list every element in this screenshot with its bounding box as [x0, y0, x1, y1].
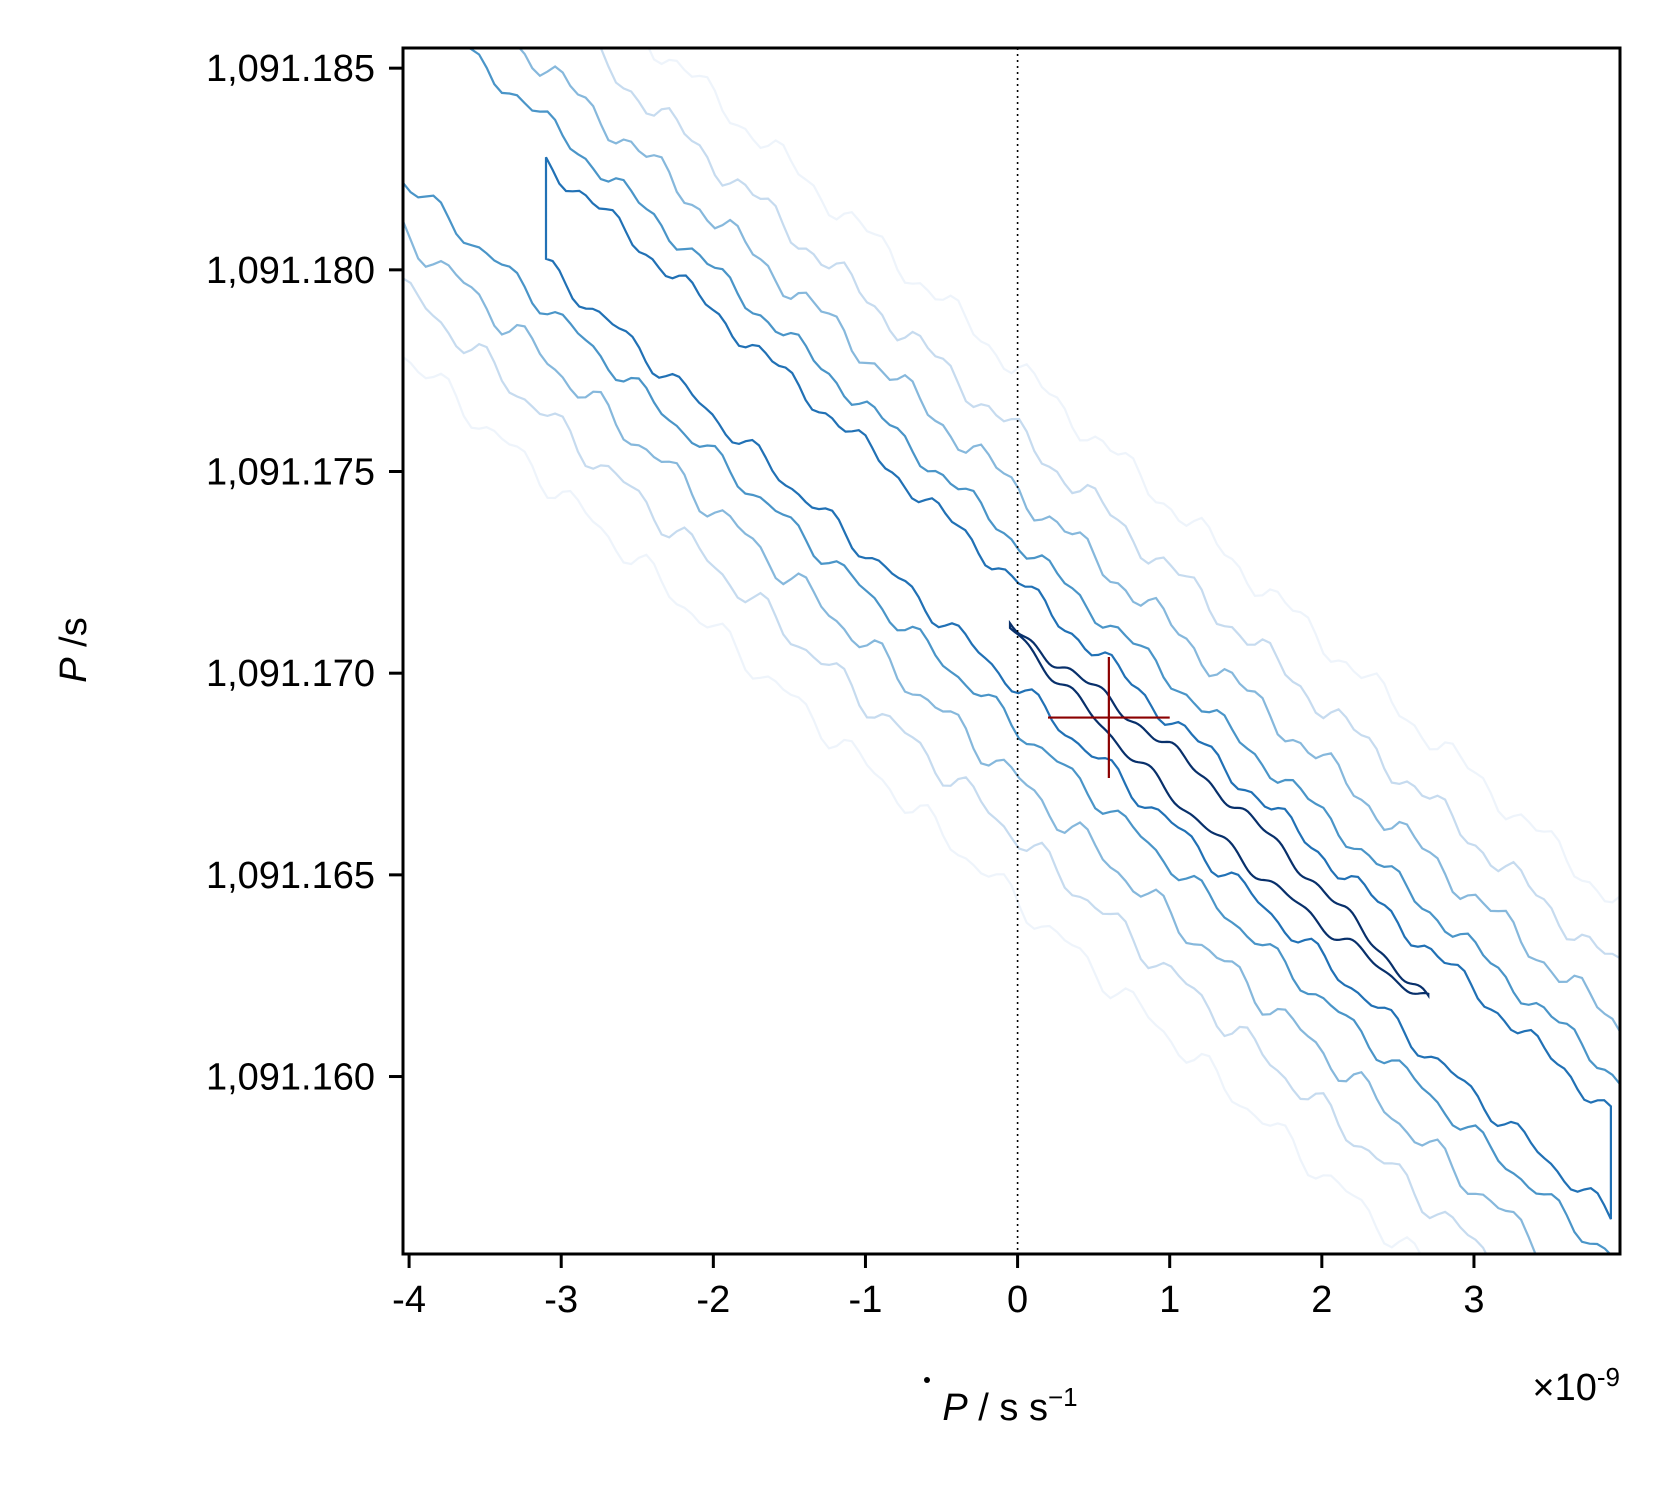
- y-axis-ticks: 1,091.160 1,091.165 1,091.170 1,091.175 1,09…: [206, 48, 403, 1099]
- y-tick-label: 1,091.175: [206, 452, 375, 494]
- contour-level-4: [403, 48, 1620, 1254]
- x-tick-label: 2: [1311, 1279, 1332, 1321]
- contour-level-2: [403, 48, 1620, 1254]
- x-axis-label-text: / s s: [968, 1387, 1048, 1429]
- y-axis-label-symbol: P: [53, 657, 95, 683]
- y-axis-label: P /s: [53, 617, 95, 682]
- x-tick-label: -4: [392, 1279, 426, 1321]
- contour-level-5: [544, 156, 1612, 1220]
- plot-frame: [401, 46, 1622, 1256]
- x-tick-label: 0: [1007, 1279, 1028, 1321]
- x-tick-label: -1: [849, 1279, 883, 1321]
- x-axis-label-exponent: −1: [1048, 1382, 1078, 1412]
- x-tick-label: 1: [1159, 1279, 1180, 1321]
- contour-level-3: [403, 48, 1620, 1254]
- best-fit-marker: [1048, 657, 1170, 779]
- x-offset-exponent: -9: [1597, 1362, 1620, 1392]
- contour-lines: [403, 48, 1620, 1254]
- x-tick-label: -2: [696, 1279, 730, 1321]
- y-tick-label: 1,091.165: [206, 855, 375, 897]
- x-tick-label: -3: [544, 1279, 578, 1321]
- x-axis-label: P / s s−1: [942, 1382, 1077, 1429]
- y-tick-label: 1,091.160: [206, 1057, 375, 1099]
- y-tick-label: 1,091.180: [206, 250, 375, 292]
- plot-background: [403, 48, 1620, 1254]
- contour-level-6: [1008, 619, 1430, 999]
- y-axis-label-text: /s: [53, 617, 95, 657]
- x-offset-label: ×10-9: [1532, 1362, 1620, 1409]
- y-tick-label: 1,091.185: [206, 48, 375, 90]
- contour-level-1: [403, 48, 1620, 1254]
- x-axis-ticks: -4 -3 -2 -1 0 1 2 3: [392, 1254, 1485, 1321]
- x-axis-label-symbol: P: [942, 1387, 968, 1429]
- y-tick-label: 1,091.170: [206, 653, 375, 695]
- x-axis-label-dot: [924, 1377, 930, 1383]
- x-offset-text: ×10: [1532, 1367, 1596, 1409]
- x-tick-label: 3: [1463, 1279, 1484, 1321]
